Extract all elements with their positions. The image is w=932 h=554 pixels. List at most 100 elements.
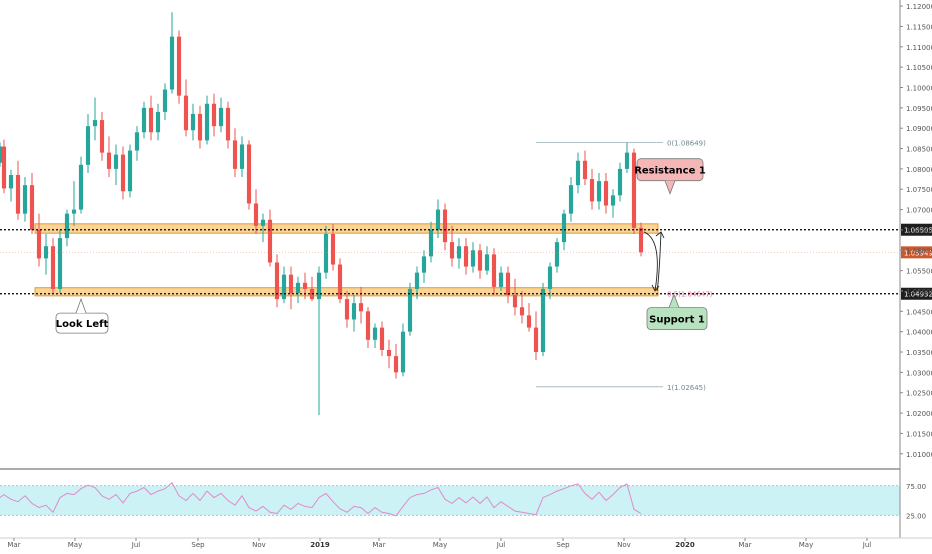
candle-body — [22, 185, 28, 214]
candle-body — [64, 213, 70, 239]
horizontal-levels: 1.06505 1.05949 1.04932 — [0, 223, 932, 300]
resistance-callout-label: Resistance 1 — [634, 166, 706, 177]
fib-top-label: 0(1.08649) — [667, 139, 706, 147]
candle-body — [148, 107, 154, 133]
candle-body — [176, 36, 182, 96]
candle-body — [204, 103, 210, 141]
y-tick-label: 1.08500 — [906, 146, 932, 154]
candle-body — [239, 144, 245, 169]
candle-body — [379, 327, 385, 350]
fib-bottom-label: 1(1.02645) — [667, 384, 706, 392]
y-tick-label: 1.05000 — [906, 288, 932, 296]
candle-body — [526, 315, 532, 328]
y-tick-label: 1.03500 — [906, 349, 932, 357]
candles — [0, 12, 644, 416]
candle-body — [470, 250, 476, 267]
y-tick-label: 1.09500 — [906, 105, 932, 113]
candle-body — [218, 107, 224, 127]
y-tick-label: 1.02500 — [906, 390, 932, 398]
x-tick-label: May — [799, 541, 813, 549]
x-tick-label: Mar — [738, 541, 751, 549]
rsi-level-label: 75.00 — [906, 483, 926, 491]
y-tick-label: 1.02000 — [906, 410, 932, 418]
price-label-bg — [901, 246, 932, 259]
candle-body — [505, 272, 511, 296]
candle-body — [183, 95, 189, 131]
candle-body — [519, 307, 525, 316]
candle-body — [92, 120, 98, 127]
fib-mid-label: 0.5(1.04647) — [667, 291, 713, 299]
candle-body — [169, 36, 175, 90]
arrow-up-head — [655, 231, 665, 239]
zone-band — [34, 223, 659, 234]
candle-body — [337, 264, 343, 300]
candle-body — [554, 242, 560, 267]
candle-body — [477, 250, 483, 271]
candle-body — [561, 213, 567, 243]
candle-body — [351, 303, 357, 320]
x-tick-label: 2020 — [675, 541, 695, 549]
candle-body — [71, 209, 77, 214]
candle-body — [15, 174, 21, 214]
candle-body — [155, 111, 161, 133]
x-tick-label: Jul — [496, 541, 506, 549]
y-tick-label: 1.10500 — [906, 64, 932, 72]
candle-body — [141, 107, 147, 133]
candle-body — [78, 164, 84, 210]
y-tick-label: 1.09000 — [906, 125, 932, 133]
y-tick-label: 1.10000 — [906, 84, 932, 92]
candle-body — [57, 238, 63, 289]
candle-body — [484, 254, 490, 271]
candle-body — [190, 113, 196, 131]
candle-body — [295, 282, 301, 294]
y-tick-label: 1.11000 — [906, 44, 932, 52]
candle-body — [512, 295, 518, 308]
y-tick-label: 1.01000 — [906, 451, 932, 459]
candle-body — [0, 146, 3, 163]
candle-body — [29, 185, 35, 230]
candle-body — [463, 246, 469, 267]
candle-body — [274, 262, 280, 300]
candle-body — [225, 107, 231, 141]
rsi-band — [0, 485, 900, 516]
candle-body — [253, 203, 259, 226]
candle-body — [631, 152, 637, 228]
y-tick-label: 1.11500 — [906, 23, 932, 31]
candle-body — [260, 219, 266, 226]
x-tick-label: Mar — [7, 541, 20, 549]
fibonacci-levels: 0(1.08649) 1(1.02645) 0.5(1.04647) — [536, 139, 713, 392]
candle-body — [330, 234, 336, 265]
y-tick-label: 1.07000 — [906, 207, 932, 215]
candle-body — [106, 152, 112, 169]
candle-body — [197, 113, 203, 141]
rsi-level-label: 25.00 — [906, 512, 926, 520]
candle-body — [113, 154, 119, 169]
candle-body — [428, 229, 434, 257]
y-tick-label: 1.01500 — [906, 430, 932, 438]
y-tick-label: 1.03000 — [906, 369, 932, 377]
candle-body — [624, 152, 630, 169]
candle-body — [582, 160, 588, 180]
candle-body — [414, 272, 420, 289]
annotations: Resistance 1 Support 1 Look Left — [55, 158, 708, 334]
candle-body — [246, 144, 252, 204]
candle-body — [162, 89, 168, 112]
candle-body — [267, 219, 273, 263]
x-tick-label: Mar — [372, 541, 385, 549]
candle-body — [533, 327, 539, 353]
candle-body — [232, 140, 238, 169]
candle-body — [358, 303, 364, 312]
price-label: 1.06505 — [904, 227, 932, 235]
candle-body — [575, 160, 581, 186]
candle-body — [393, 356, 399, 373]
candle-body — [281, 274, 287, 300]
y-tick-label: 1.06000 — [906, 247, 932, 255]
arrow-up — [656, 231, 662, 292]
candle-body — [421, 256, 427, 273]
y-tick-label: 1.04500 — [906, 308, 932, 316]
candle-body — [99, 120, 105, 153]
x-tick-label: May — [68, 541, 82, 549]
candle-body — [134, 132, 140, 151]
